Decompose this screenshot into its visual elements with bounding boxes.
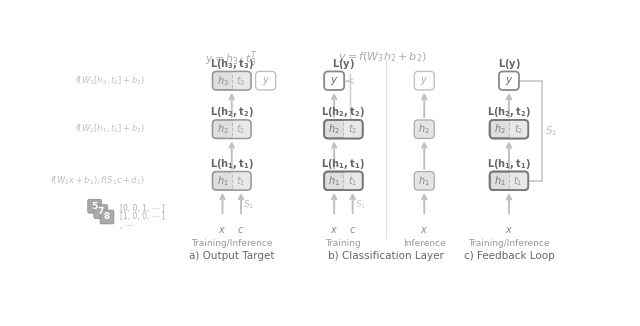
Text: , ⋯: , ⋯ [120,221,132,230]
Text: $S_1$: $S_1$ [545,124,557,138]
Text: $y$: $y$ [505,75,513,87]
Text: $h_3$: $h_3$ [216,74,228,88]
Text: $\mathbf{L(h_1,t_1)}$: $\mathbf{L(h_1,t_1)}$ [321,157,365,171]
Text: $c$: $c$ [237,225,244,235]
Text: $y$: $y$ [420,75,428,87]
FancyBboxPatch shape [94,205,108,218]
FancyBboxPatch shape [509,171,528,190]
Text: $t_2$: $t_2$ [513,122,523,136]
Text: $t_1$: $t_1$ [348,174,357,188]
Text: c) Feedback Loop: c) Feedback Loop [463,251,554,261]
Text: $S_1$: $S_1$ [243,199,255,211]
Text: $y$: $y$ [330,75,339,87]
Text: $\mathbf{L(h_2,t_2)}$: $\mathbf{L(h_2,t_2)}$ [321,105,365,119]
FancyBboxPatch shape [344,171,363,190]
Text: $\mathbf{L(h_1,t_1)}$: $\mathbf{L(h_1,t_1)}$ [210,157,253,171]
Text: $x$: $x$ [218,225,227,235]
Text: $\mathbf{L(y)}$: $\mathbf{L(y)}$ [498,57,520,71]
Text: $t_2$: $t_2$ [236,122,246,136]
FancyBboxPatch shape [88,199,102,213]
Text: $h_2$: $h_2$ [217,122,228,136]
Text: $t_1$: $t_1$ [513,174,523,188]
Text: $t_3$: $t_3$ [236,74,246,88]
Text: $\mathbf{L(h_3,t_3)}$: $\mathbf{L(h_3,t_3)}$ [210,57,253,71]
Text: $h_2$: $h_2$ [419,122,430,136]
Text: $\mathbf{L(h_1,t_1)}$: $\mathbf{L(h_1,t_1)}$ [487,157,531,171]
FancyBboxPatch shape [232,71,251,90]
FancyBboxPatch shape [232,120,251,139]
Text: Inference: Inference [403,239,445,248]
Text: $f(W_3[h_2, t_2] + b_2)$: $f(W_3[h_2, t_2] + b_2)$ [75,74,145,87]
Text: $x$: $x$ [420,225,428,235]
Text: $S_1$: $S_1$ [355,199,366,211]
FancyBboxPatch shape [212,171,251,190]
FancyBboxPatch shape [324,171,363,190]
Text: $\mathbf{L(h_2,t_2)}$: $\mathbf{L(h_2,t_2)}$ [487,105,531,119]
FancyBboxPatch shape [255,71,276,90]
FancyBboxPatch shape [344,120,363,139]
Text: $h_2$: $h_2$ [494,122,506,136]
Text: $c$: $c$ [349,225,356,235]
FancyBboxPatch shape [212,120,251,139]
Text: b) Classification Layer: b) Classification Layer [328,251,444,261]
Text: [1, 0, 0, ⋯ ]: [1, 0, 0, ⋯ ] [120,213,165,221]
FancyBboxPatch shape [490,120,528,139]
FancyBboxPatch shape [509,120,528,139]
FancyBboxPatch shape [100,210,114,224]
Text: $f(W_2[h_1, t_1] + b_2)$: $f(W_2[h_1, t_1] + b_2)$ [75,123,145,136]
Text: $f(W_1 x + b_1), f(S_1 c + d_1)$: $f(W_1 x + b_1), f(S_1 c + d_1)$ [50,174,145,187]
FancyBboxPatch shape [212,71,251,90]
Text: $\mathbf{L(y)}$: $\mathbf{L(y)}$ [332,57,355,71]
Text: a) Output Target: a) Output Target [189,251,275,261]
Text: Training/Inference: Training/Inference [191,239,273,248]
Text: 5: 5 [92,202,98,211]
Text: $h_1$: $h_1$ [419,174,430,188]
Text: $h_1$: $h_1$ [328,174,340,188]
Text: 8: 8 [104,213,110,221]
Text: [0, 0, 1, ⋯ ]: [0, 0, 1, ⋯ ] [120,204,165,213]
FancyBboxPatch shape [499,71,519,90]
FancyBboxPatch shape [232,171,251,190]
Text: 7: 7 [98,207,104,216]
Text: $t_2$: $t_2$ [348,122,357,136]
Text: $h_1$: $h_1$ [216,174,228,188]
Text: $y$: $y$ [262,75,269,87]
Text: Training/Inference: Training/Inference [468,239,550,248]
Text: $\mathbf{L(h_2,t_2)}$: $\mathbf{L(h_2,t_2)}$ [210,105,253,119]
FancyBboxPatch shape [490,171,528,190]
FancyBboxPatch shape [414,171,435,190]
Text: $y = h_3 \cdot t_3^{T}$: $y = h_3 \cdot t_3^{T}$ [205,50,259,69]
FancyBboxPatch shape [324,120,363,139]
Text: $x$: $x$ [330,225,338,235]
Text: $y = f(W_3 h_2 + b_2)$: $y = f(W_3 h_2 + b_2)$ [337,50,426,64]
Text: $t_1$: $t_1$ [236,174,246,188]
FancyBboxPatch shape [324,71,344,90]
Text: $x$: $x$ [505,225,513,235]
FancyBboxPatch shape [414,120,435,139]
FancyBboxPatch shape [414,71,435,90]
Text: Training: Training [326,239,361,248]
Text: $h_1$: $h_1$ [494,174,506,188]
Text: $h_2$: $h_2$ [328,122,340,136]
